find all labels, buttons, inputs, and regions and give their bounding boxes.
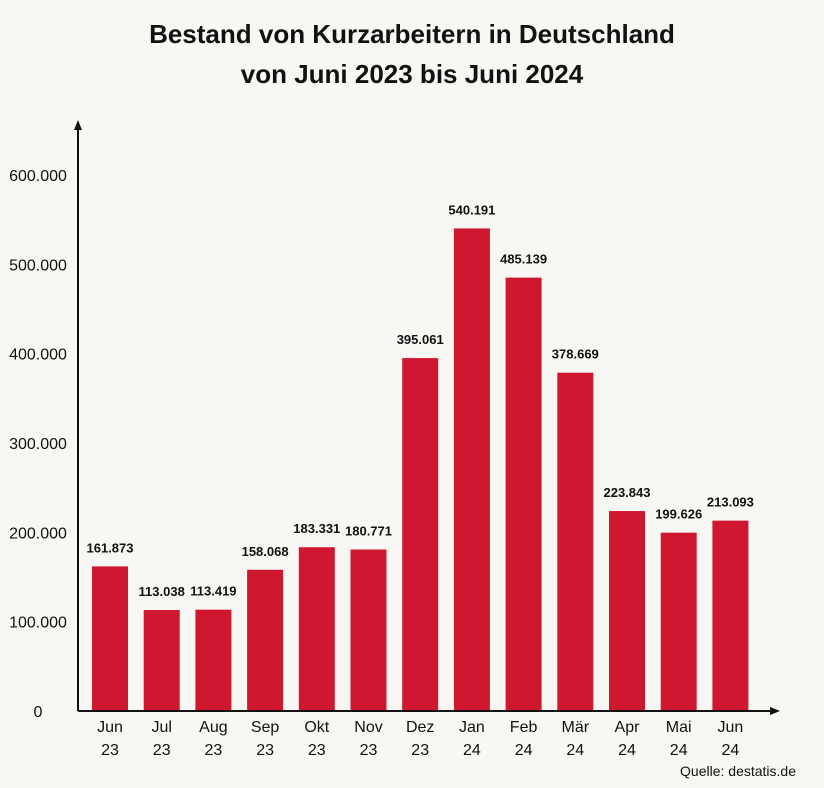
- x-tick-label: Jul: [151, 719, 171, 736]
- bar-value-label: 485.139: [500, 252, 547, 267]
- bar-value-label: 183.331: [293, 521, 340, 536]
- y-tick-label: 500.000: [9, 257, 67, 274]
- x-tick-label: Apr: [615, 719, 641, 736]
- bar-value-label: 113.419: [190, 584, 236, 599]
- bar-value-label: 540.191: [448, 202, 495, 217]
- x-tick-label: 24: [566, 742, 584, 759]
- bar: [505, 277, 542, 711]
- x-tick-label: Jun: [718, 719, 744, 736]
- chart-title-line-2: von Juni 2023 bis Juni 2024: [240, 59, 584, 89]
- source-note: Quelle: destatis.de: [680, 763, 796, 779]
- x-tick-label: 23: [256, 742, 274, 759]
- bar: [298, 547, 335, 711]
- x-tick-label: Aug: [199, 719, 227, 736]
- y-axis-arrow: [74, 120, 82, 130]
- y-tick-label: 100.000: [9, 615, 67, 632]
- x-tick-label: Sep: [251, 719, 280, 736]
- bar-value-label: 378.669: [552, 347, 599, 362]
- bar-value-label: 158.068: [242, 544, 289, 559]
- bar: [350, 549, 387, 711]
- x-tick-label: 24: [670, 742, 688, 759]
- x-tick-label: 23: [360, 742, 378, 759]
- x-tick-label: Nov: [354, 719, 382, 736]
- bar: [557, 372, 594, 711]
- x-tick-label: Mär: [562, 719, 590, 736]
- x-tick-label: 24: [463, 742, 481, 759]
- bar-value-label: 223.843: [604, 485, 651, 500]
- bar-value-label: 113.038: [139, 584, 185, 599]
- x-tick-label: 23: [308, 742, 326, 759]
- bar: [453, 228, 490, 711]
- x-tick-label: 24: [515, 742, 533, 759]
- chart-title: Bestand von Kurzarbeitern in Deutschland…: [0, 14, 824, 94]
- bar: [609, 511, 645, 711]
- x-tick-label: Jun: [97, 719, 123, 736]
- bar: [712, 520, 749, 711]
- bar: [143, 610, 180, 711]
- bar-value-label: 213.093: [707, 495, 754, 510]
- y-tick-label: 200.000: [9, 525, 67, 542]
- x-tick-label: Dez: [406, 719, 434, 736]
- x-tick-label: Mai: [666, 719, 692, 736]
- x-tick-label: 23: [101, 742, 119, 759]
- x-tick-label: 23: [411, 742, 429, 759]
- x-tick-label: Jan: [459, 719, 485, 736]
- bar-value-label: 161.873: [87, 540, 134, 555]
- x-tick-label: Feb: [510, 719, 538, 736]
- bar-value-label: 180.771: [345, 524, 392, 539]
- x-tick-label: Okt: [304, 719, 329, 736]
- y-tick-label: 600.000: [9, 168, 67, 185]
- x-tick-label: 23: [205, 742, 223, 759]
- x-axis-arrow: [770, 707, 780, 715]
- bar: [247, 569, 284, 711]
- y-tick-label: 300.000: [9, 436, 67, 453]
- bar: [660, 532, 697, 711]
- x-tick-label: 23: [153, 742, 171, 759]
- bar: [402, 358, 439, 711]
- bar: [195, 609, 232, 711]
- y-tick-label: 400.000: [9, 347, 67, 364]
- y-tick-label: 0: [34, 704, 43, 721]
- x-tick-label: 24: [722, 742, 740, 759]
- bar-value-label: 199.626: [655, 507, 702, 522]
- bar-value-label: 395.061: [397, 332, 444, 347]
- x-tick-label: 24: [618, 742, 636, 759]
- chart-title-line-1: Bestand von Kurzarbeitern in Deutschland: [149, 19, 675, 49]
- bar: [92, 566, 128, 711]
